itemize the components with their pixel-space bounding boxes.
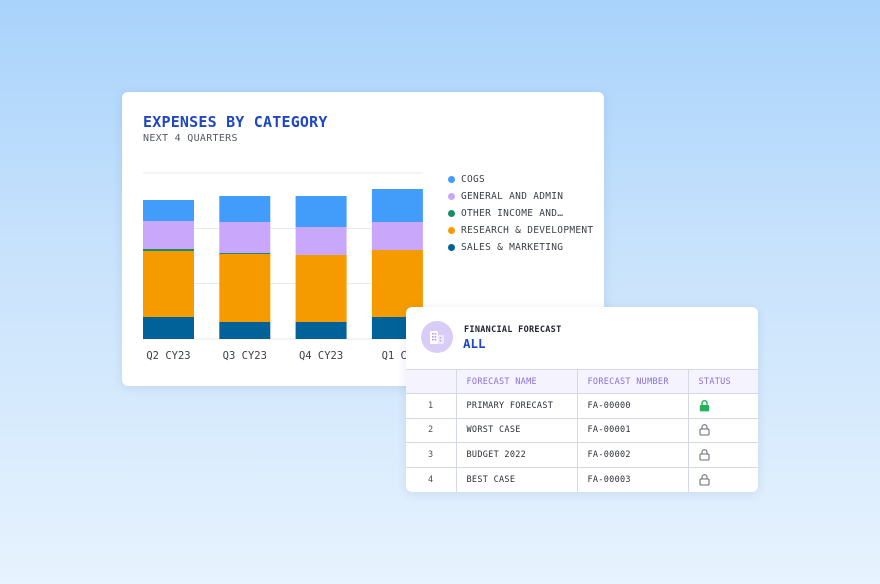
legend-label: RESEARCH & DEVELOPMENT [461,225,594,236]
forecast-number: FA-00000 [577,393,689,418]
legend-item[interactable]: SALES & MARKETING [448,239,593,256]
bar-segment[interactable] [219,253,271,254]
expenses-card: Q2 CY23 Q3 CY23 Q4 CY23 Q1 CY EXPENSES BY C… [122,92,604,386]
bar-segment[interactable] [219,222,271,253]
bar-segment[interactable] [143,317,194,339]
bar-segment[interactable] [219,322,271,339]
legend-swatch [448,227,455,234]
forecast-name[interactable]: PRIMARY FORECAST [456,393,578,418]
legend-label: GENERAL AND ADMIN [461,191,564,202]
legend-item[interactable]: RESEARCH & DEVELOPMENT [448,222,593,239]
legend-label: SALES & MARKETING [461,242,564,253]
legend-swatch [448,193,455,200]
table-row[interactable]: 2 WORST CASE FA-00001 [406,417,759,443]
x-tick-label: Q3 CY23 [223,350,267,362]
table-row[interactable]: 4 BEST CASE FA-00003 [406,466,759,492]
bar-segment[interactable] [219,196,271,222]
bar-segment[interactable] [371,222,423,250]
legend-swatch [448,244,455,251]
status-cell [688,393,759,418]
column-header-forecast-number[interactable]: FORECAST NUMBER [577,369,689,394]
legend-label: COGS [461,174,486,185]
status-cell [688,442,759,467]
row-index: 2 [406,417,457,443]
bar-segment[interactable] [295,322,347,339]
legend-item[interactable]: OTHER INCOME AND… [448,205,593,222]
legend-swatch [448,176,455,183]
column-header-status[interactable]: STATUS [688,369,758,394]
forecast-table: FORECAST NAME FORECAST NUMBER STATUS 1 P… [406,369,758,492]
legend-item[interactable]: COGS [448,171,593,188]
unlocked-icon[interactable] [699,399,759,412]
forecast-name[interactable]: BEST CASE [456,466,578,492]
forecast-selector-value[interactable]: ALL [463,336,486,351]
row-index: 3 [406,442,457,467]
building-icon [421,321,453,353]
expenses-chart: Q2 CY23 Q3 CY23 Q4 CY23 Q1 CY [143,172,423,362]
row-index: 1 [406,393,457,418]
legend-item[interactable]: GENERAL AND ADMIN [448,188,593,205]
row-index: 4 [406,466,457,492]
lock-icon[interactable] [698,424,759,436]
bar-segment[interactable] [371,189,423,222]
chart-title: EXPENSES BY CATEGORY [143,113,328,131]
forecast-name[interactable]: BUDGET 2022 [456,442,578,467]
financial-forecast-card: FINANCIAL FORECAST ALL FORECAST NAME FOR… [406,307,758,492]
legend-swatch [448,210,455,217]
column-header-index [406,369,457,394]
lock-icon[interactable] [698,448,759,461]
table-row[interactable]: 1 PRIMARY FORECAST FA-00000 [406,393,759,418]
bar-segment[interactable] [295,227,347,255]
lock-icon[interactable] [698,473,759,486]
chart-subtitle: NEXT 4 QUARTERS [143,133,238,144]
table-header-row: FORECAST NAME FORECAST NUMBER STATUS [406,369,758,394]
bar-segment[interactable] [143,249,194,251]
bar-segment[interactable] [219,254,271,322]
x-tick-label: Q4 CY23 [299,350,343,362]
forecast-number: FA-00002 [577,442,689,467]
bar-segment[interactable] [143,200,194,221]
column-header-forecast-name[interactable]: FORECAST NAME [456,369,578,394]
bar-segment[interactable] [143,221,194,249]
status-cell [688,466,759,492]
bar-segment[interactable] [143,251,194,317]
legend-label: OTHER INCOME AND… [461,208,564,219]
bar-segment[interactable] [295,196,347,227]
bar-segment[interactable] [295,255,347,322]
forecast-label: FINANCIAL FORECAST [464,325,562,335]
bar-segment[interactable] [371,250,423,317]
forecast-number: FA-00003 [577,466,689,492]
chart-legend: COGS GENERAL AND ADMIN OTHER INCOME AND… RE… [448,171,593,256]
x-tick-label: Q1 CY [382,350,414,362]
status-cell [688,417,759,443]
forecast-name[interactable]: WORST CASE [456,417,578,443]
forecast-number: FA-00001 [577,417,689,443]
table-row[interactable]: 3 BUDGET 2022 FA-00002 [406,442,759,467]
x-tick-label: Q2 CY23 [146,350,190,362]
